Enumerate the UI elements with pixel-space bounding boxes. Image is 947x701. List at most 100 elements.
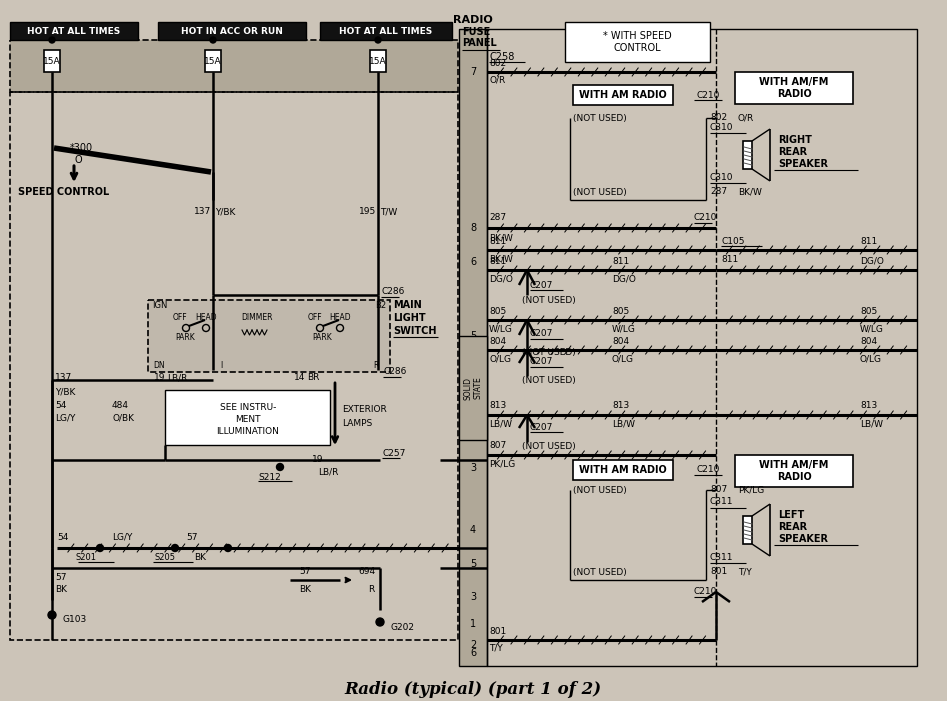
Text: C210: C210 xyxy=(696,465,720,475)
Text: W/LG: W/LG xyxy=(860,325,884,334)
Text: (NOT USED): (NOT USED) xyxy=(522,296,576,304)
Text: C105: C105 xyxy=(721,236,744,245)
Text: 54: 54 xyxy=(57,533,68,541)
Text: EXTERIOR: EXTERIOR xyxy=(342,405,386,414)
Text: G103: G103 xyxy=(62,615,86,625)
Text: MENT: MENT xyxy=(235,414,260,423)
Text: 694: 694 xyxy=(358,568,375,576)
Text: BK: BK xyxy=(194,554,206,562)
Text: 14: 14 xyxy=(294,374,305,383)
Text: (NOT USED): (NOT USED) xyxy=(573,568,627,576)
Bar xyxy=(459,29,487,666)
Text: 801: 801 xyxy=(489,627,507,636)
Text: 811: 811 xyxy=(489,257,507,266)
Bar xyxy=(487,29,917,666)
Text: 10: 10 xyxy=(363,32,374,41)
Text: 801: 801 xyxy=(710,568,727,576)
Circle shape xyxy=(171,545,178,552)
Text: RIGHT: RIGHT xyxy=(778,135,812,145)
Text: BK/W: BK/W xyxy=(738,187,762,196)
Bar xyxy=(44,50,60,72)
Text: 802: 802 xyxy=(489,58,506,67)
Text: *300: *300 xyxy=(70,143,93,153)
Text: C210: C210 xyxy=(694,587,718,597)
Text: O/R: O/R xyxy=(489,76,506,85)
Text: FUSE: FUSE xyxy=(462,27,491,37)
Text: 19: 19 xyxy=(312,456,324,465)
Bar xyxy=(10,22,138,40)
Text: 805: 805 xyxy=(612,306,629,315)
Text: 1: 1 xyxy=(43,32,48,41)
Bar xyxy=(565,22,710,62)
Bar xyxy=(320,22,452,40)
Text: C257: C257 xyxy=(382,449,405,458)
Circle shape xyxy=(210,37,216,43)
Text: WITH AM RADIO: WITH AM RADIO xyxy=(580,90,667,100)
Circle shape xyxy=(224,545,231,552)
Text: 8: 8 xyxy=(470,223,476,233)
Text: O/LG: O/LG xyxy=(612,355,634,364)
Text: 287: 287 xyxy=(489,214,506,222)
Text: 57: 57 xyxy=(299,568,311,576)
Text: G202: G202 xyxy=(390,623,414,632)
Text: R: R xyxy=(373,362,379,371)
Text: 137: 137 xyxy=(194,207,211,217)
Text: 15A: 15A xyxy=(205,57,222,65)
Text: W/LG: W/LG xyxy=(612,325,635,334)
Text: C210: C210 xyxy=(694,214,718,222)
Text: 811: 811 xyxy=(489,236,507,245)
Text: O: O xyxy=(74,155,81,165)
Text: SPEAKER: SPEAKER xyxy=(778,534,828,544)
Text: 805: 805 xyxy=(860,306,877,315)
Text: 2: 2 xyxy=(470,640,476,650)
Text: SEE INSTRU-: SEE INSTRU- xyxy=(220,402,277,411)
Text: 811: 811 xyxy=(721,254,739,264)
Text: OFF: OFF xyxy=(172,313,188,322)
Text: DG/O: DG/O xyxy=(612,275,635,283)
Text: LB/R: LB/R xyxy=(318,468,338,477)
Text: B2: B2 xyxy=(375,301,386,310)
Text: PANEL: PANEL xyxy=(462,38,497,48)
Text: 19: 19 xyxy=(153,374,165,383)
Text: O/BK: O/BK xyxy=(112,414,134,423)
Text: 11: 11 xyxy=(198,32,209,41)
Text: (NOT USED): (NOT USED) xyxy=(573,114,627,123)
Text: REAR: REAR xyxy=(778,522,807,532)
Text: 5: 5 xyxy=(470,559,476,569)
Text: LB/R: LB/R xyxy=(167,374,188,383)
Text: BK: BK xyxy=(299,585,311,594)
Circle shape xyxy=(49,37,55,43)
Text: LAMPS: LAMPS xyxy=(342,418,372,428)
Circle shape xyxy=(48,611,56,619)
Text: IGN: IGN xyxy=(152,301,168,310)
Text: 287: 287 xyxy=(710,187,727,196)
Bar xyxy=(148,300,390,372)
Text: PK/LG: PK/LG xyxy=(738,486,764,494)
Text: S212: S212 xyxy=(259,472,281,482)
Text: C258: C258 xyxy=(489,52,514,62)
Text: C286: C286 xyxy=(381,287,404,297)
Text: W/LG: W/LG xyxy=(489,325,513,334)
Text: 137: 137 xyxy=(55,374,72,383)
Text: Y/BK: Y/BK xyxy=(55,388,76,397)
Text: C207: C207 xyxy=(530,329,553,339)
Text: 2: 2 xyxy=(470,425,476,435)
Text: BK/W: BK/W xyxy=(489,254,513,264)
Text: C207: C207 xyxy=(530,423,553,432)
Text: (NOT USED): (NOT USED) xyxy=(573,486,627,494)
Bar xyxy=(573,85,673,105)
Bar xyxy=(370,50,386,72)
Text: SPEAKER: SPEAKER xyxy=(778,159,828,169)
Text: 813: 813 xyxy=(612,402,629,411)
Text: PARK: PARK xyxy=(313,334,331,343)
Text: R: R xyxy=(368,585,374,594)
Text: LG/Y: LG/Y xyxy=(55,414,76,423)
Text: * WITH SPEED
CONTROL: * WITH SPEED CONTROL xyxy=(603,32,671,53)
Text: SOLID
STATE: SOLID STATE xyxy=(463,376,483,400)
Text: OFF: OFF xyxy=(308,313,322,322)
Text: 195: 195 xyxy=(359,207,376,217)
Text: 802: 802 xyxy=(710,114,727,123)
Text: S205: S205 xyxy=(154,554,175,562)
Text: 813: 813 xyxy=(489,402,507,411)
Text: REAR: REAR xyxy=(778,147,807,157)
